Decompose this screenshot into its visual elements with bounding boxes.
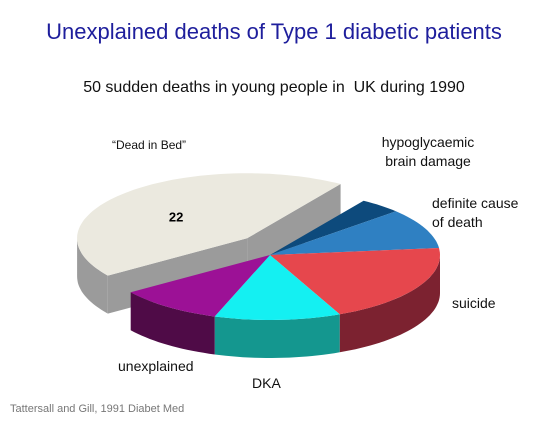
slice-label: unexplained (118, 358, 194, 374)
slice (214, 255, 340, 320)
title: Unexplained deaths of Type 1 diabetic pa… (46, 19, 502, 44)
slice-side (130, 292, 215, 355)
slice-label: hypoglycaemic brain damage (381, 134, 475, 169)
source: Tattersall and Gill, 1991 Diabet Med (10, 403, 185, 415)
slice-side (339, 255, 440, 353)
slice-label: “Dead in Bed” (112, 138, 187, 152)
slice (77, 173, 341, 276)
slice (270, 200, 396, 255)
subtitle: 50 sudden deaths in young people in UK d… (83, 79, 465, 96)
slice-label: suicide (452, 295, 496, 311)
slice-label: definite cause of death (432, 195, 519, 230)
slice-side (77, 238, 108, 314)
slice-side (214, 314, 340, 358)
slice-label: DKA (252, 375, 281, 391)
slice-face (247, 184, 341, 277)
slice (270, 211, 439, 255)
slice (270, 248, 440, 315)
slice (130, 255, 270, 317)
value-label: 22 (169, 210, 183, 225)
